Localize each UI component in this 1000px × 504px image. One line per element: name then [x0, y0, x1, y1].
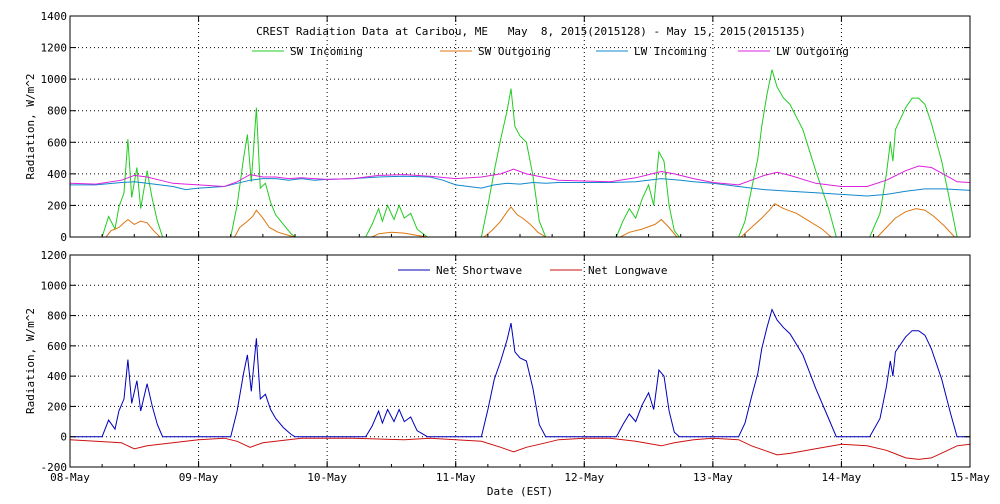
bottom-xtick-label: 09-May — [179, 471, 219, 484]
top-legend-label-sw-outgoing: SW Outgoing — [478, 45, 551, 58]
bottom-plot-frame — [69, 254, 971, 468]
bottom-legend-label-net-longwave: Net Longwave — [588, 264, 667, 277]
bottom-xlabel: Date (EST) — [487, 485, 553, 498]
top-ytick-label: 0 — [60, 231, 67, 244]
bottom-ylabel: Radiation, W/m^2 — [24, 308, 37, 414]
top-ytick-label: 1400 — [41, 10, 68, 23]
bottom-ytick-label: -200 — [41, 461, 68, 474]
top-series-lw-outgoing-line — [69, 165, 971, 188]
top-ytick-label: 800 — [47, 105, 67, 118]
top-ytick-label: 1200 — [41, 42, 68, 55]
bottom-xtick-label: 08-May — [50, 471, 90, 484]
bottom-ytick-label: 0 — [60, 431, 67, 444]
top-ytick-label: 1000 — [41, 73, 68, 86]
top-series-sw-incoming-line — [70, 69, 970, 238]
bottom-ytick-label: 600 — [47, 340, 67, 353]
bottom-series-net-shortwave-line — [70, 308, 970, 438]
top-legend-label-lw-incoming: LW Incoming — [634, 45, 707, 58]
bottom-xtick-label: 11-May — [436, 471, 476, 484]
top-panel: 0 200 400 600 800 1000 1200 1400 Radiation, W/m^… — [24, 10, 971, 244]
top-series-lw-incoming-line — [70, 175, 971, 197]
top-legend-label-sw-incoming: SW Incoming — [290, 45, 363, 58]
bottom-xtick-label: 12-May — [564, 471, 604, 484]
bottom-legend-label-net-shortwave: Net Shortwave — [436, 264, 522, 277]
top-legend-label-lw-outgoing: LW Outgoing — [776, 45, 849, 58]
bottom-ytick-label: 200 — [47, 400, 67, 413]
bottom-series-net-longwave-line — [69, 437, 971, 460]
bottom-ytick-label: 1200 — [41, 249, 68, 262]
bottom-xtick-label: 13-May — [693, 471, 733, 484]
bottom-xtick-label: 10-May — [307, 471, 347, 484]
top-ytick-label: 600 — [47, 136, 67, 149]
bottom-ytick-label: 1000 — [41, 279, 68, 292]
bottom-xtick-label: 14-May — [822, 471, 862, 484]
bottom-xtick-label: 15-May — [950, 471, 990, 484]
bottom-ytick-label: 800 — [47, 310, 67, 323]
top-chart-title: CREST Radiation Data at Caribou, ME May … — [256, 25, 806, 38]
bottom-ytick-label: 400 — [47, 370, 67, 383]
bottom-panel: -200 0 200 400 600 800 1000 1200 08-May 09-May 10-… — [24, 249, 990, 498]
top-ylabel: Radiation, W/m^2 — [24, 74, 37, 180]
top-ytick-label: 200 — [47, 199, 67, 212]
top-ytick-label: 400 — [47, 168, 67, 181]
